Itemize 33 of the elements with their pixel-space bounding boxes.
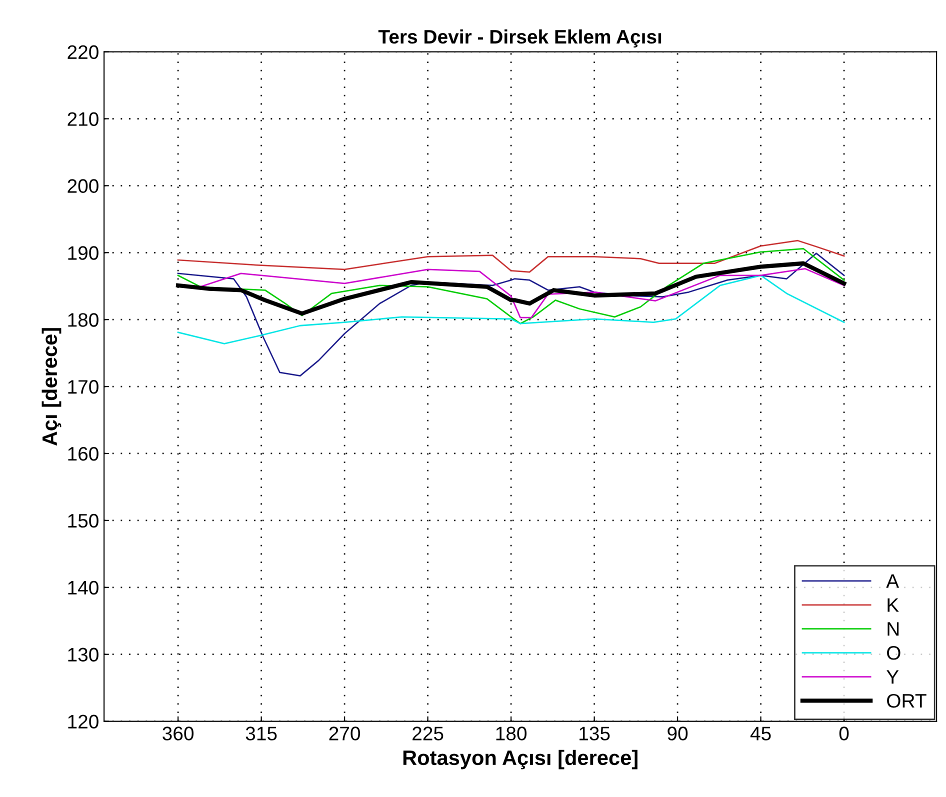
x-tick-label: 225 [412, 726, 444, 740]
x-tick-label: 270 [329, 726, 360, 740]
legend-label: A [886, 574, 900, 588]
y-tick-label: 190 [68, 246, 98, 260]
x-tick-label: 0 [839, 726, 849, 740]
chart-title: Ters Devir - Dirsek Eklem Açısı [378, 29, 662, 48]
x-tick-label: 135 [580, 726, 610, 740]
y-tick-label: 130 [68, 648, 98, 662]
y-tick-label: 210 [68, 112, 98, 126]
y-tick-label: 200 [68, 179, 98, 193]
line-series [200, 268, 845, 318]
legend-label: ORT [887, 694, 926, 708]
line-series [177, 248, 845, 324]
x-tick-label: 315 [246, 726, 277, 740]
y-tick-label: 220 [68, 45, 98, 60]
y-tick-label: 180 [68, 313, 98, 327]
y-tick-label: 150 [68, 514, 98, 528]
y-tick-label: 160 [68, 446, 98, 461]
x-axis-title: Rotasyon Açısı [derece] [403, 750, 638, 770]
y-tick-label: 170 [68, 380, 98, 394]
legend-label: K [888, 598, 899, 612]
line-series [177, 240, 845, 273]
x-tick-label: 360 [162, 726, 194, 740]
legend-label: N [888, 622, 899, 636]
line-series [177, 274, 845, 344]
x-tick-label: 180 [496, 726, 527, 740]
legend-label: Y [886, 670, 899, 684]
legend-label: O [887, 646, 900, 660]
y-tick-label: 120 [68, 714, 98, 729]
x-tick-label: 45 [750, 726, 771, 740]
y-tick-label: 140 [68, 580, 98, 595]
x-tick-label: 90 [668, 726, 688, 740]
y-axis-title: Açı [derece] [42, 328, 62, 446]
